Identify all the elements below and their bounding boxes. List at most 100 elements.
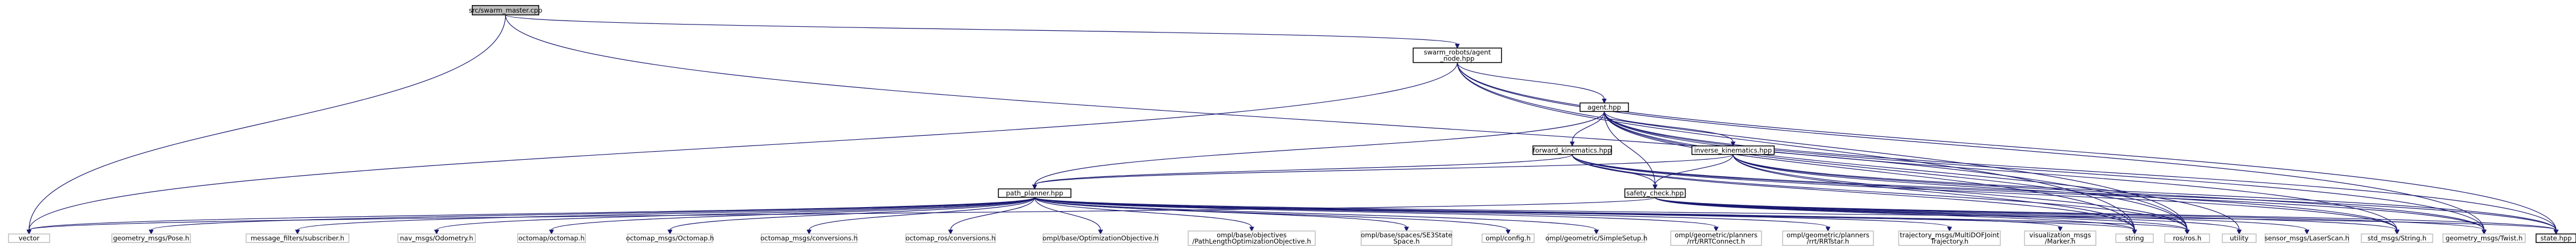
- edge-safety-to-std_string: [1655, 197, 2400, 235]
- arrowhead-icon: [1249, 226, 1254, 232]
- edge-line: [436, 197, 1036, 230]
- edge-line: [1571, 111, 1605, 142]
- node-traj: trajectory_msgs/MultiDOFJointTrajectory.…: [1898, 230, 2001, 246]
- edge-path_planner-to-octomap_conv: [806, 197, 1036, 235]
- edge-line: [808, 197, 1036, 230]
- node-box: [1361, 230, 1452, 246]
- edge-line: [1604, 111, 1734, 142]
- node-label: path_planner.hpp: [1006, 189, 1063, 197]
- node-label: string: [2125, 234, 2144, 242]
- edge-line: [1456, 62, 2485, 230]
- node-box: [2221, 233, 2257, 243]
- node-box: [8, 233, 50, 243]
- node-box: [2024, 230, 2097, 246]
- node-label: visualization_msgs: [2029, 231, 2091, 239]
- node-label: octomap_msgs/Octomap.h: [626, 234, 714, 242]
- arrowhead-icon: [1602, 98, 1607, 104]
- node-agent-node[interactable]: swarm_robots/agent_node.hpp: [1413, 47, 1502, 63]
- node-box: [472, 5, 540, 15]
- arrowhead-icon: [295, 229, 300, 235]
- node-box: [1624, 188, 1686, 198]
- node-label: trajectory_msgs/MultiDOFJoint: [1900, 231, 2000, 239]
- node-box: [2115, 233, 2154, 243]
- edges-layer: [26, 14, 2559, 235]
- node-label: vector: [19, 234, 40, 242]
- node-path-len: ompl/base/objectives/PathLengthOptimizat…: [1187, 230, 1316, 246]
- node-box: [2265, 233, 2349, 243]
- arrowhead-icon: [948, 229, 953, 235]
- edge-line: [950, 197, 1036, 230]
- arrowhead-icon: [2394, 229, 2400, 235]
- edge-line: [1034, 154, 1734, 185]
- node-box: [1042, 233, 1159, 243]
- arrowhead-icon: [1506, 229, 1511, 235]
- edge-line: [1604, 111, 2240, 230]
- node-octomap-conv: octomap_msgs/conversions.h: [760, 233, 858, 243]
- edge-path_planner-to-rrtstar: [1034, 197, 1831, 232]
- edge-line: [1732, 154, 2557, 230]
- edge-line: [1456, 62, 2557, 230]
- arrowhead-icon: [26, 229, 32, 235]
- edge-line: [1604, 111, 2135, 230]
- node-ik[interactable]: inverse_kinematics.hpp: [1691, 145, 1775, 155]
- node-box: [111, 233, 191, 243]
- node-ros: ros/ros.h: [2164, 233, 2210, 243]
- arrowhead-icon: [1947, 226, 1952, 232]
- arrowhead-icon: [2553, 229, 2559, 235]
- arrowhead-icon: [1652, 184, 1658, 190]
- node-box: [905, 233, 996, 243]
- node-label: Trajectory.h: [1930, 237, 1968, 245]
- edge-line: [1655, 197, 2557, 230]
- node-box: [761, 233, 857, 243]
- edge-line: [297, 197, 1036, 230]
- edge-line: [1034, 197, 1597, 230]
- edge-ik-to-safety: [1652, 154, 1734, 190]
- arrowhead-icon: [2304, 229, 2310, 235]
- node-box: [397, 233, 476, 243]
- arrowhead-icon: [667, 229, 673, 235]
- edge-agent-to-path_planner: [1032, 111, 1605, 190]
- node-label: state.hpp: [2541, 234, 2572, 242]
- node-agent[interactable]: agent.hpp: [1579, 102, 1629, 112]
- node-fk[interactable]: forward_kinematics.hpp: [1532, 145, 1612, 155]
- arrowhead-icon: [1594, 229, 1599, 235]
- node-path-planner[interactable]: path_planner.hpp: [998, 188, 1072, 198]
- node-rrtstar: ompl/geometric/planners/rrt/RRTstar.h: [1782, 230, 1874, 246]
- arrowhead-icon: [1825, 226, 1831, 232]
- edge-line: [505, 14, 1458, 44]
- edge-safety-to-laser: [1655, 197, 2310, 235]
- node-config: ompl/config.h: [1482, 233, 1535, 243]
- node-label: agent.hpp: [1587, 103, 1621, 111]
- edge-line: [29, 197, 1656, 230]
- arrowhead-icon: [549, 229, 554, 235]
- node-label: ros/ros.h: [2173, 234, 2201, 242]
- edge-line: [1732, 154, 2398, 230]
- node-label: ompl/base/spaces/SE3State: [1361, 231, 1452, 239]
- arrowhead-icon: [1404, 226, 1409, 232]
- node-box: [1691, 145, 1775, 155]
- node-label: ompl/base/objectives: [1217, 231, 1286, 239]
- edge-line: [1034, 197, 2188, 230]
- node-safety[interactable]: safety_check.hpp: [1624, 188, 1686, 198]
- arrowhead-icon: [1032, 184, 1037, 190]
- node-std-string: std_msgs/String.h: [2361, 233, 2433, 243]
- node-twist: geometry_msgs/Twist.h: [2442, 233, 2526, 243]
- arrowhead-icon: [2481, 229, 2487, 235]
- edge-line: [1034, 197, 1508, 230]
- arrowhead-icon: [2132, 229, 2137, 235]
- edge-line: [1655, 154, 1734, 185]
- node-root[interactable]: src/swarm_master.cpp: [469, 5, 543, 15]
- node-state[interactable]: state.hpp: [2535, 233, 2576, 243]
- edge-path_planner-to-rrtconnect: [1034, 197, 1719, 232]
- edge-root-to-ros: [505, 15, 2190, 235]
- edge-line: [29, 62, 1458, 230]
- edge-line: [1034, 197, 1101, 230]
- node-box: [517, 233, 586, 243]
- edge-safety-to-utility: [1655, 197, 2242, 235]
- node-label: /PathLengthOptimizationObjective.h: [1193, 237, 1311, 245]
- edge-path_planner-to-octomap_msg: [667, 197, 1036, 235]
- edge-agent-to-fk: [1570, 111, 1605, 147]
- arrowhead-icon: [1455, 43, 1460, 49]
- edge-line: [1655, 197, 2308, 230]
